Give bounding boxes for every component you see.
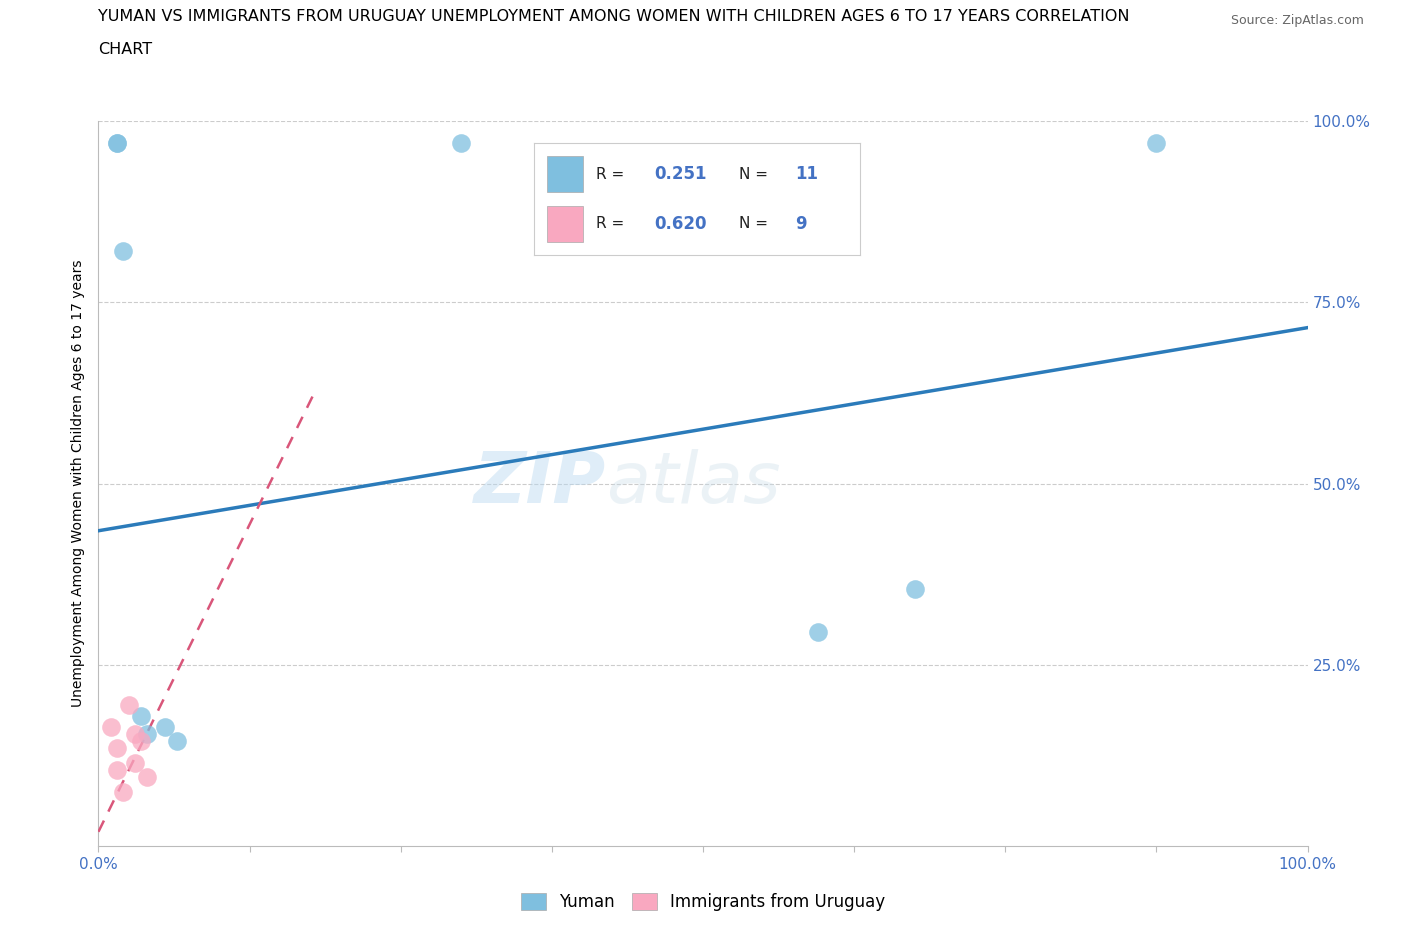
Legend: Yuman, Immigrants from Uruguay: Yuman, Immigrants from Uruguay [515,886,891,918]
Point [153,719,176,734]
Point [129,709,152,724]
Point [100,719,122,734]
Point [807,625,830,640]
Point [105,135,128,150]
Point [105,763,128,777]
Text: YUMAN VS IMMIGRANTS FROM URUGUAY UNEMPLOYMENT AMONG WOMEN WITH CHILDREN AGES 6 T: YUMAN VS IMMIGRANTS FROM URUGUAY UNEMPLO… [98,9,1130,24]
Point [124,755,146,770]
Point [135,726,157,741]
Point [166,734,188,749]
Point [450,135,472,150]
Point [135,770,157,785]
Text: ZIP: ZIP [474,449,606,518]
Point [1146,135,1168,150]
Text: atlas: atlas [606,449,780,518]
Point [118,698,141,712]
Point [124,726,146,741]
Point [111,244,134,259]
Point [105,135,128,150]
Point [129,734,152,749]
Point [105,741,128,756]
Point [111,785,134,800]
Text: Source: ZipAtlas.com: Source: ZipAtlas.com [1230,14,1364,27]
Point [904,581,927,596]
Text: CHART: CHART [98,42,152,57]
Y-axis label: Unemployment Among Women with Children Ages 6 to 17 years: Unemployment Among Women with Children A… [72,259,86,708]
